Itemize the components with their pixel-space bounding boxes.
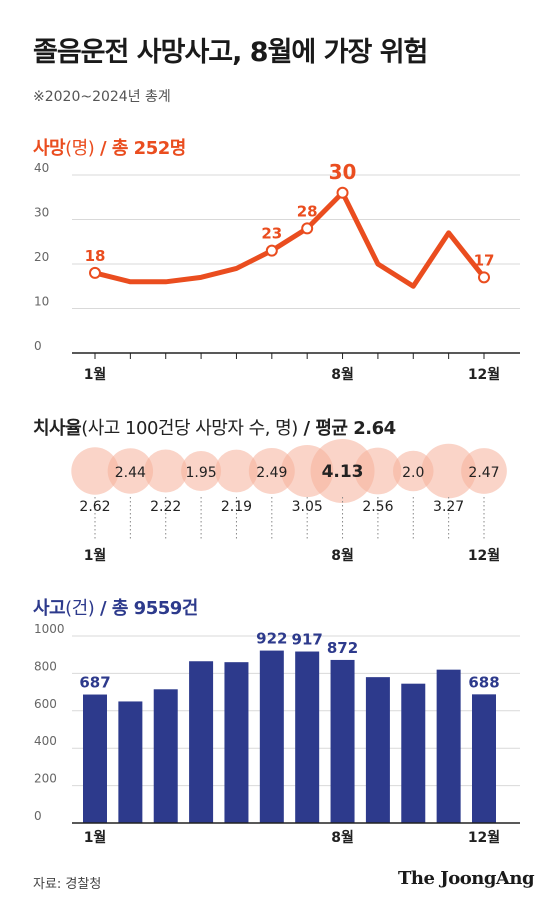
deaths-data-label: 30 <box>329 160 357 184</box>
deaths-data-label: 23 <box>261 225 282 243</box>
accidents-data-label: 922 <box>256 630 287 648</box>
rate-bubble <box>248 448 295 494</box>
rate-bubble <box>421 443 476 499</box>
deaths-title-total: / 총 252명 <box>100 138 186 159</box>
deaths-x-tick-label: 1월 <box>84 366 107 383</box>
accidents-title-main: 사고 <box>33 598 66 619</box>
rate-x-tick-label: 8월 <box>331 547 354 564</box>
deaths-data-label: 17 <box>474 251 495 269</box>
deaths-data-label: 28 <box>297 202 318 220</box>
accidents-bar <box>472 694 496 823</box>
accidents-x-tick-label: 12월 <box>468 829 500 846</box>
rate-value-label: 2.22 <box>150 499 181 515</box>
page-subtitle: ※2020~2024년 총계 <box>33 89 171 105</box>
deaths-data-point <box>265 244 278 257</box>
accidents-y-tick-label: 200 <box>34 772 57 786</box>
rate-value-label: 2.0 <box>402 465 424 481</box>
rate-bubble <box>107 448 154 494</box>
deaths-y-tick-label: 0 <box>34 339 42 353</box>
accidents-data-label: 917 <box>292 631 323 649</box>
rate-section-title: 치사율(사고 100건당 사망자 수, 명) / 평균 2.64 <box>33 414 396 440</box>
deaths-data-point <box>89 266 101 279</box>
rate-value-label: 2.47 <box>468 465 499 481</box>
accidents-bar <box>259 650 284 823</box>
rate-value-label: 2.49 <box>256 465 287 481</box>
accidents-bar <box>224 662 249 823</box>
deaths-x-tick-label: 8월 <box>331 366 354 383</box>
rate-bubble <box>71 447 119 495</box>
accidents-y-tick-label: 800 <box>34 659 57 673</box>
accidents-data-label: 872 <box>327 639 358 657</box>
rate-x-tick-label: 12월 <box>468 547 500 564</box>
rate-title-main: 치사율 <box>33 418 82 439</box>
deaths-x-tick-label: 12월 <box>468 366 500 383</box>
rate-value-label: 3.27 <box>433 499 464 515</box>
rate-value-label: 2.19 <box>221 499 252 515</box>
deaths-data-point <box>336 186 349 199</box>
rate-bubble <box>181 451 222 491</box>
rate-bubble <box>215 449 258 493</box>
rate-title-avg: / 평균 2.64 <box>303 418 397 439</box>
deaths-y-tick-label: 10 <box>34 295 49 309</box>
rate-title-note: (사고 100건당 사망자 수, 명) <box>81 418 298 439</box>
deaths-title-unit: (명) <box>65 138 95 159</box>
rate-value-label: 1.95 <box>186 465 217 481</box>
deaths-y-tick-label: 40 <box>34 161 49 175</box>
rate-value-label: 4.13 <box>322 462 364 482</box>
accidents-section-title: 사고(건) / 총 9559건 <box>33 594 198 620</box>
rate-value-label: 2.62 <box>79 499 110 515</box>
accidents-bar <box>436 669 461 823</box>
accidents-y-tick-label: 400 <box>34 734 57 748</box>
rate-bubble <box>354 447 402 495</box>
deaths-section-title: 사망(명) / 총 252명 <box>33 134 186 160</box>
accidents-bar <box>118 701 143 823</box>
accidents-bar <box>365 677 390 823</box>
publisher-logo: The JoongAng <box>398 868 535 889</box>
accidents-bar <box>295 651 320 823</box>
rate-bubble <box>310 439 375 503</box>
accidents-bar <box>189 661 214 823</box>
rate-value-label: 3.05 <box>292 499 323 515</box>
accidents-y-tick-label: 0 <box>34 809 42 823</box>
page-title: 졸음운전 사망사고, 8월에 가장 위험 <box>33 37 428 68</box>
accidents-bar <box>401 683 426 823</box>
deaths-data-point <box>478 271 490 284</box>
rate-value-label: 2.56 <box>362 499 393 515</box>
deaths-title-main: 사망 <box>33 138 66 159</box>
deaths-y-tick-label: 30 <box>34 206 49 220</box>
accidents-bar <box>153 689 178 823</box>
accidents-title-unit: (건) <box>65 598 95 619</box>
rate-x-tick-label: 1월 <box>84 547 107 564</box>
rate-value-label: 2.44 <box>115 465 146 481</box>
accidents-title-total: / 총 9559건 <box>100 598 198 619</box>
accidents-y-tick-label: 600 <box>34 697 57 711</box>
deaths-data-label: 18 <box>85 247 106 265</box>
accidents-bar <box>83 694 107 823</box>
accidents-x-tick-label: 8월 <box>331 829 354 846</box>
rate-bubble <box>144 449 188 493</box>
accidents-x-tick-label: 1월 <box>84 829 107 846</box>
source-note: 자료: 경찰청 <box>33 877 102 892</box>
accidents-bar <box>330 659 355 823</box>
deaths-data-point <box>301 222 314 235</box>
deaths-y-tick-label: 20 <box>34 250 49 264</box>
accidents-y-tick-label: 1000 <box>34 622 65 636</box>
accidents-data-label: 688 <box>468 673 499 691</box>
accidents-data-label: 687 <box>79 674 110 692</box>
rate-bubble <box>461 448 507 494</box>
deaths-series-line <box>92 190 487 289</box>
